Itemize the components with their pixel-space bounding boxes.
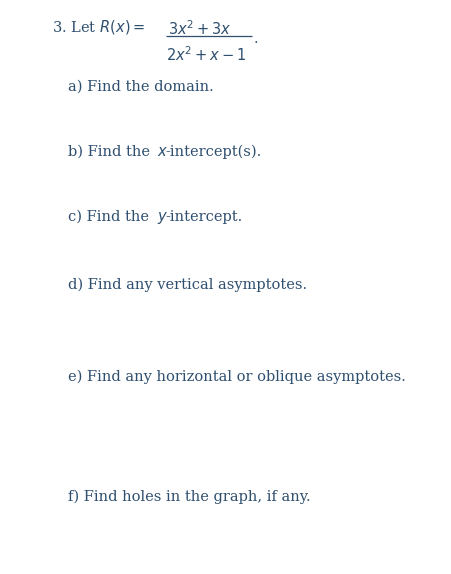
Text: -intercept(s).: -intercept(s). (165, 145, 261, 160)
Text: c) Find the: c) Find the (68, 210, 153, 224)
Text: d) Find any vertical asymptotes.: d) Find any vertical asymptotes. (68, 278, 306, 292)
Text: a) Find the domain.: a) Find the domain. (68, 80, 213, 94)
Text: f) Find holes in the graph, if any.: f) Find holes in the graph, if any. (68, 490, 310, 505)
Text: $y$: $y$ (156, 210, 168, 226)
Text: $3x^2+3x$: $3x^2+3x$ (168, 19, 231, 38)
Text: -intercept.: -intercept. (165, 210, 242, 224)
Text: 3. Let $R(x)=$: 3. Let $R(x)=$ (52, 18, 145, 36)
Text: .: . (253, 32, 258, 46)
Text: $x$: $x$ (156, 145, 168, 159)
Text: $2x^2+x-1$: $2x^2+x-1$ (166, 45, 245, 64)
Text: b) Find the: b) Find the (68, 145, 154, 159)
Text: e) Find any horizontal or oblique asymptotes.: e) Find any horizontal or oblique asympt… (68, 370, 405, 385)
